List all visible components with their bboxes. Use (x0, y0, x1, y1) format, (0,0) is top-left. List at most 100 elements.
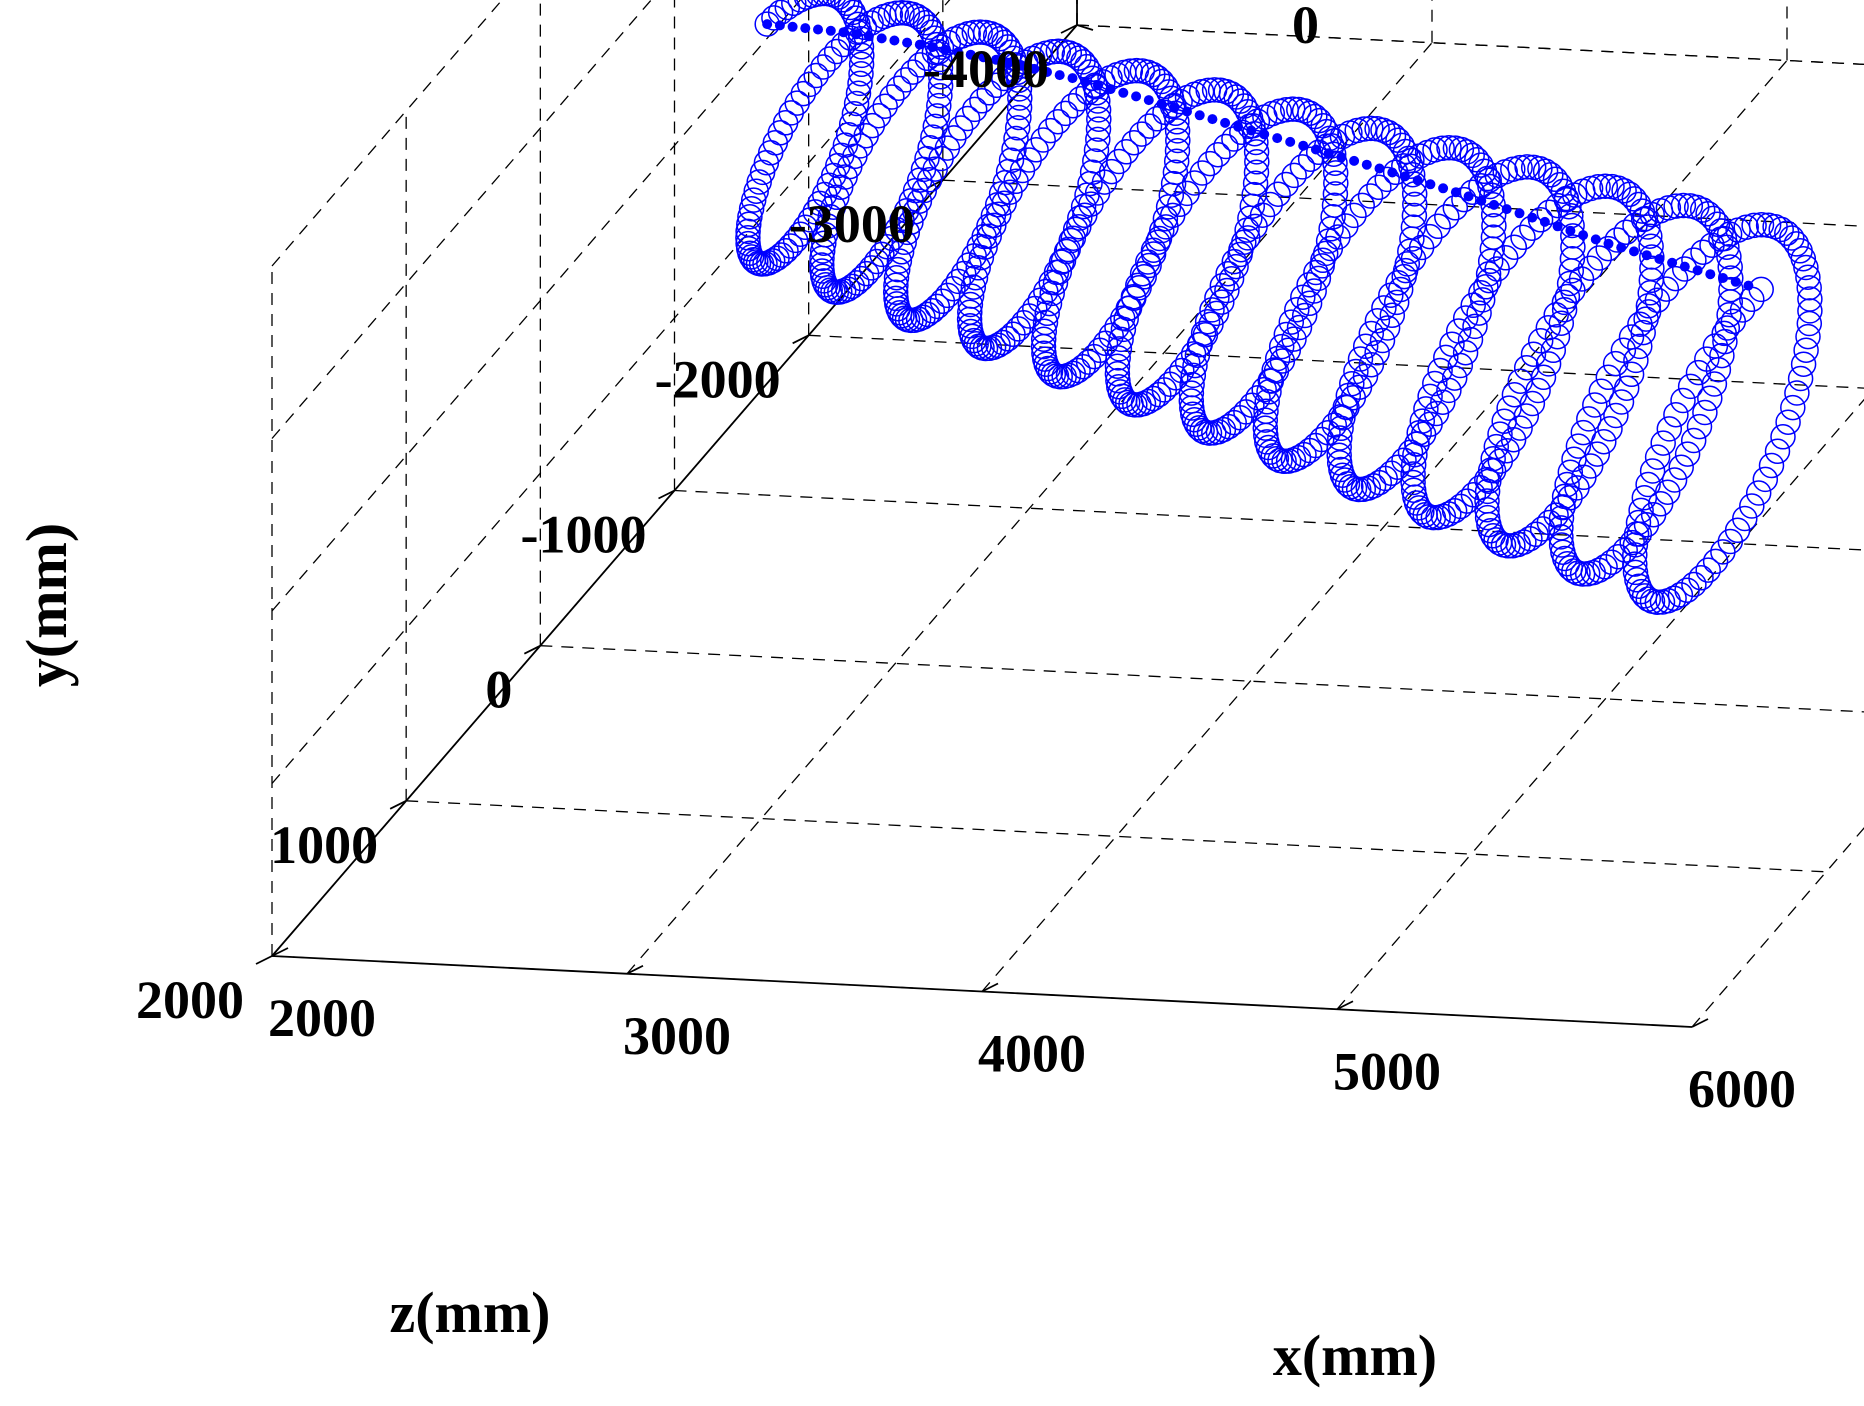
scatter-point (1284, 296, 1310, 323)
scatter-point (1032, 309, 1059, 336)
scatter-point-core (1641, 250, 1652, 261)
scatter-point (817, 204, 843, 230)
scatter-point-core (1527, 212, 1538, 223)
scatter-point (787, 0, 813, 13)
scatter-point (1209, 289, 1235, 315)
scatter-point (1628, 578, 1655, 605)
scatter-point (1413, 396, 1439, 422)
scatter-point-core (1233, 121, 1244, 132)
scatter-point (1037, 359, 1064, 385)
scatter-point (1034, 300, 1060, 327)
scatter-point (1477, 457, 1504, 483)
chart-grid (271, 0, 1864, 1028)
scatter-point (1190, 320, 1217, 347)
scatter-point (1045, 108, 1071, 135)
scatter-point (1548, 505, 1575, 531)
scatter-point (1780, 394, 1806, 421)
scatter-point (1339, 370, 1365, 397)
grid-line-floor-x (981, 60, 1788, 992)
scatter-point (1085, 116, 1112, 142)
scatter-point-core (1323, 148, 1334, 159)
scatter-point (1790, 245, 1817, 272)
scatter-point (1062, 216, 1089, 243)
scatter-point (1487, 421, 1513, 447)
scatter-point (1530, 364, 1557, 391)
scatter-point (1006, 94, 1033, 121)
scatter-point (891, 229, 917, 256)
scatter-point (1117, 58, 1144, 84)
scatter-point (1635, 214, 1661, 240)
scatter-point-core (889, 35, 900, 46)
scatter-point (1374, 166, 1400, 193)
scatter-point (1417, 383, 1443, 410)
scatter-point (847, 70, 873, 97)
scatter-point (1050, 248, 1077, 274)
scatter-point-core (1246, 125, 1257, 136)
scatter-point (1110, 316, 1137, 343)
scatter-point-core (1565, 225, 1576, 236)
scatter-point (927, 46, 953, 73)
grid-line-floor-z (540, 645, 1864, 713)
scatter-point (1701, 371, 1728, 397)
scatter-point (879, 84, 905, 110)
scatter-point-core (902, 37, 913, 48)
scatter-point (1627, 333, 1653, 360)
scatter-point (1243, 159, 1270, 186)
scatter-point (1385, 270, 1411, 296)
scatter-point-core (953, 47, 963, 58)
scatter-point (817, 277, 843, 303)
scatter-point (1628, 497, 1654, 524)
x-tick-label: 2000 (268, 988, 376, 1048)
scatter-point (957, 291, 984, 318)
scatter-point (1630, 206, 1657, 233)
scatter-point (817, 46, 843, 72)
scatter-point (1535, 351, 1562, 377)
scatter-point (1795, 323, 1821, 350)
scatter-point (1112, 387, 1138, 413)
scatter-point-core (1374, 163, 1385, 174)
scatter-point (869, 241, 895, 268)
scatter-point-core (1080, 76, 1091, 87)
scatter-point (797, 207, 824, 233)
scatter-point-core (1259, 129, 1270, 140)
scatter-point (858, 255, 885, 281)
scatter-point-core (800, 23, 811, 34)
scatter-point (820, 194, 847, 220)
grid-line-backwall-y (1076, 24, 1864, 66)
scatter-point-core (1143, 95, 1154, 106)
x-tick-label: 6000 (1688, 1059, 1796, 1119)
scatter-point (1116, 295, 1143, 321)
scatter-point (1681, 571, 1707, 598)
scatter-point (1433, 344, 1459, 371)
scatter-point (1544, 323, 1571, 350)
scatter-point (1016, 303, 1042, 329)
scatter-point (1400, 461, 1426, 487)
scatter-point (1214, 277, 1240, 304)
scatter-point (929, 288, 956, 315)
scatter-point (1252, 407, 1279, 433)
scatter-point (1045, 38, 1072, 65)
scatter-point (1597, 416, 1623, 442)
scatter-point (1328, 415, 1354, 442)
scatter-point (1466, 300, 1492, 326)
scatter-point (1564, 475, 1590, 501)
scatter-point (1146, 225, 1173, 252)
z-tick-label: -4000 (923, 39, 1049, 99)
scatter-point (1319, 133, 1345, 159)
scatter-point (1273, 171, 1299, 198)
scatter-point (1490, 532, 1517, 558)
z-tick-mark (523, 644, 541, 655)
scatter-point (843, 90, 870, 117)
scatter-point (1748, 211, 1775, 238)
scatter-point (1278, 309, 1305, 335)
scatter-point (1379, 302, 1406, 329)
scatter-point (1285, 444, 1312, 471)
scatter-point (1366, 174, 1392, 201)
scatter-point (1303, 259, 1329, 286)
scatter-point (1483, 433, 1510, 460)
scatter-point (1492, 245, 1519, 271)
scatter-point (853, 260, 880, 287)
scatter-point (1689, 197, 1716, 223)
scatter-point (1697, 385, 1723, 412)
scatter-point (1213, 133, 1239, 160)
